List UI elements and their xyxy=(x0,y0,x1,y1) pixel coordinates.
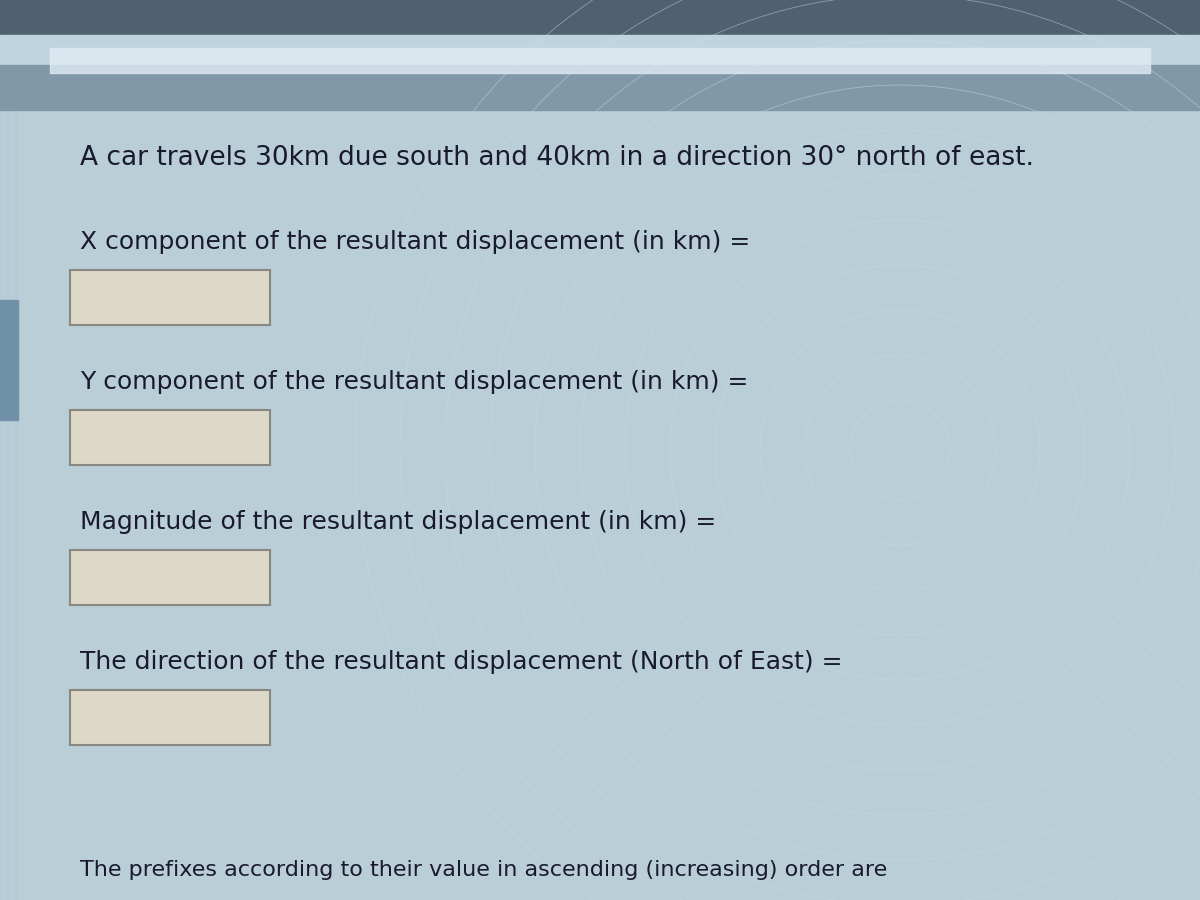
Bar xyxy=(70,270,270,325)
Bar xyxy=(0,35,1200,65)
Text: X component of the resultant displacement (in km) =: X component of the resultant displacemen… xyxy=(80,230,750,254)
Bar xyxy=(70,410,270,465)
Bar xyxy=(0,300,18,420)
Text: Y component of the resultant displacement (in km) =: Y component of the resultant displacemen… xyxy=(80,370,749,394)
Bar xyxy=(0,65,1200,110)
Text: Magnitude of the resultant displacement (in km) =: Magnitude of the resultant displacement … xyxy=(80,510,716,534)
Bar xyxy=(18,110,1200,900)
Bar xyxy=(0,0,1200,35)
Text: The direction of the resultant displacement (North of East) =: The direction of the resultant displacem… xyxy=(80,650,842,674)
Text: A car travels 30km due south and 40km in a direction 30° north of east.: A car travels 30km due south and 40km in… xyxy=(80,145,1034,171)
Bar xyxy=(50,48,1150,73)
Bar xyxy=(70,690,270,745)
Text: The prefixes according to their value in ascending (increasing) order are: The prefixes according to their value in… xyxy=(80,860,887,880)
Bar xyxy=(70,550,270,605)
